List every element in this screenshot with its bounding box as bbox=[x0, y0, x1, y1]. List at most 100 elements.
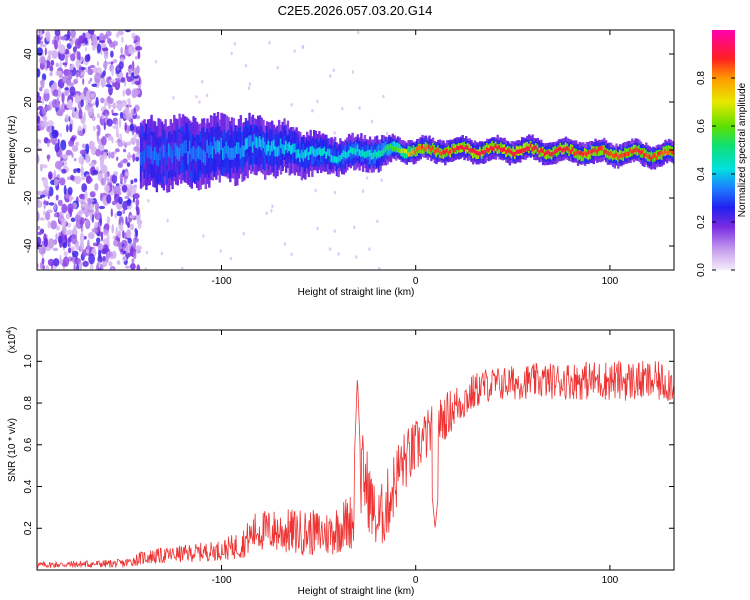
spectrogram-signal-cell bbox=[524, 147, 527, 152]
spectrogram-signal-cell bbox=[354, 141, 358, 156]
snr-frame bbox=[36, 329, 675, 571]
spectrogram-noise-cell bbox=[101, 47, 109, 52]
spectrogram-noise-cell bbox=[81, 143, 87, 149]
spectrogram-signal-cell bbox=[625, 151, 629, 157]
spectrogram-signal-cell bbox=[162, 144, 166, 158]
spectrogram-signal-cell bbox=[641, 149, 644, 154]
spectrogram-signal-cell bbox=[587, 150, 590, 155]
spectrogram-signal-cell bbox=[181, 143, 185, 157]
spectrogram-sparse-cell bbox=[270, 208, 273, 213]
spectrogram-signal-cell bbox=[534, 145, 538, 150]
spectrogram-sparse-cell bbox=[368, 247, 371, 251]
spectrogram-noise-cell bbox=[65, 149, 73, 156]
spectrogram-signal-cell bbox=[302, 152, 305, 161]
spectrogram-signal-cell bbox=[166, 152, 169, 166]
spectrogram-signal-cell bbox=[564, 147, 568, 152]
spectrogram-noise-cell bbox=[49, 65, 54, 72]
spectrogram-noise-cell bbox=[112, 235, 116, 240]
spectrogram-noise-cell bbox=[125, 252, 131, 258]
spectrogram-noise-cell bbox=[74, 214, 81, 223]
spectrogram-noise-cell bbox=[115, 120, 119, 127]
spectrogram-signal-cell bbox=[466, 145, 470, 150]
spectrogram-sparse-cell bbox=[195, 95, 198, 99]
spectrogram-signal-cell bbox=[571, 147, 575, 152]
spectrogram-signal-cell bbox=[402, 148, 405, 153]
spectrogram-signal-cell bbox=[377, 150, 380, 157]
snr-y-label: SNR (10 * v/v) bbox=[7, 418, 18, 482]
spectrogram-noise-cell bbox=[125, 113, 131, 121]
x-tick-label: 100 bbox=[602, 575, 619, 586]
spectrogram-signal-cell bbox=[194, 147, 197, 161]
spectrogram-noise-cell bbox=[125, 171, 129, 177]
spectrogram-signal-cell bbox=[536, 147, 540, 152]
spectrogram-signal-cell bbox=[396, 147, 400, 153]
spectrogram-signal-cell bbox=[517, 149, 520, 154]
spectrogram-signal-cell bbox=[213, 136, 216, 150]
spectrogram-signal-cell bbox=[174, 143, 178, 172]
spectrogram-noise-cell bbox=[125, 72, 129, 79]
spectrogram-noise-cell bbox=[85, 104, 90, 111]
spectrogram-signal-cell bbox=[220, 139, 223, 168]
spectrogram-signal-cell bbox=[562, 147, 566, 152]
spectrogram-signal-cell bbox=[358, 149, 361, 156]
spectrogram-signal-cell bbox=[271, 141, 274, 164]
spectrogram-sparse-cell bbox=[154, 60, 158, 64]
spectrogram-signal-cell bbox=[146, 145, 150, 159]
spectrogram-signal-cell bbox=[155, 151, 159, 165]
spectrogram-noise-cell bbox=[92, 169, 99, 175]
spectrogram-sparse-cell bbox=[242, 231, 245, 236]
spectrogram-signal-cell bbox=[622, 153, 625, 158]
spectrogram-noise-cell bbox=[135, 245, 141, 254]
spectrogram-signal-cell bbox=[533, 145, 536, 150]
spectrogram-signal-cell bbox=[264, 141, 267, 153]
spectrogram-noise-cell bbox=[93, 125, 96, 132]
spectrogram-signal-cell bbox=[173, 143, 176, 157]
spectrogram-sparse-cell bbox=[386, 131, 389, 136]
spectrogram-noise-cell bbox=[137, 50, 141, 60]
spectrogram-signal-cell bbox=[384, 146, 387, 152]
spectrogram-signal-cell bbox=[531, 147, 534, 152]
spectrogram-sparse-cell bbox=[147, 198, 150, 203]
spectrogram-signal-cell bbox=[636, 147, 639, 152]
spectrogram-signal-cell bbox=[299, 141, 302, 161]
spectrogram-signal-cell bbox=[664, 149, 667, 154]
spectrogram-noise-cell bbox=[58, 87, 61, 98]
spectrogram-noise-cell bbox=[121, 184, 128, 193]
spectrogram-signal-cell bbox=[251, 141, 255, 153]
spectrogram-noise-cell bbox=[113, 171, 119, 176]
snr-series-line bbox=[37, 360, 674, 569]
spectrogram-signal-cell bbox=[353, 147, 356, 154]
spectrogram-signal-cell bbox=[463, 141, 466, 152]
spectrogram-noise-cell bbox=[78, 108, 83, 120]
spectrogram-signal-cell bbox=[650, 151, 653, 161]
spectrogram-noise-cell bbox=[119, 111, 124, 119]
spectrogram-signal-cell bbox=[178, 147, 181, 161]
spectrogram-signal-cell bbox=[569, 149, 573, 155]
spectrogram-noise-cell bbox=[55, 225, 61, 231]
spectrogram-signal-cell bbox=[197, 145, 200, 159]
spectrogram-noise-cell bbox=[99, 40, 106, 44]
spectrogram-signal-cell bbox=[433, 145, 436, 155]
spectrogram-signal-cell bbox=[487, 148, 491, 153]
spectrogram-signal-cell bbox=[459, 144, 463, 149]
spectrogram-noise-cell bbox=[80, 43, 86, 47]
spectrogram-signal-cell bbox=[500, 147, 503, 152]
spectrogram-signal-cell bbox=[356, 145, 360, 152]
spectrogram-signal-cell bbox=[477, 151, 480, 156]
spectrogram-signal-cell bbox=[667, 150, 671, 155]
spectrogram-noise-cell bbox=[37, 115, 41, 125]
spectrogram-signal-cell bbox=[555, 148, 559, 153]
spectrogram-signal-cell bbox=[599, 146, 602, 151]
spectrogram-signal-cell bbox=[187, 133, 190, 162]
spectrogram-signal-cell bbox=[255, 136, 258, 148]
spectrogram-signal-cell bbox=[403, 148, 407, 153]
spectrogram-noise-cell bbox=[89, 77, 93, 82]
spectrogram-noise-cell bbox=[137, 221, 142, 230]
spectrogram-signal-cell bbox=[454, 147, 457, 153]
spectrogram-noise-cell bbox=[99, 97, 105, 103]
colorbar-tick-label: 0.8 bbox=[696, 71, 707, 85]
spectrogram-signal-cell bbox=[503, 147, 506, 152]
spectrogram-signal-cell bbox=[657, 151, 660, 157]
spectrogram-signal-cell bbox=[157, 153, 160, 167]
